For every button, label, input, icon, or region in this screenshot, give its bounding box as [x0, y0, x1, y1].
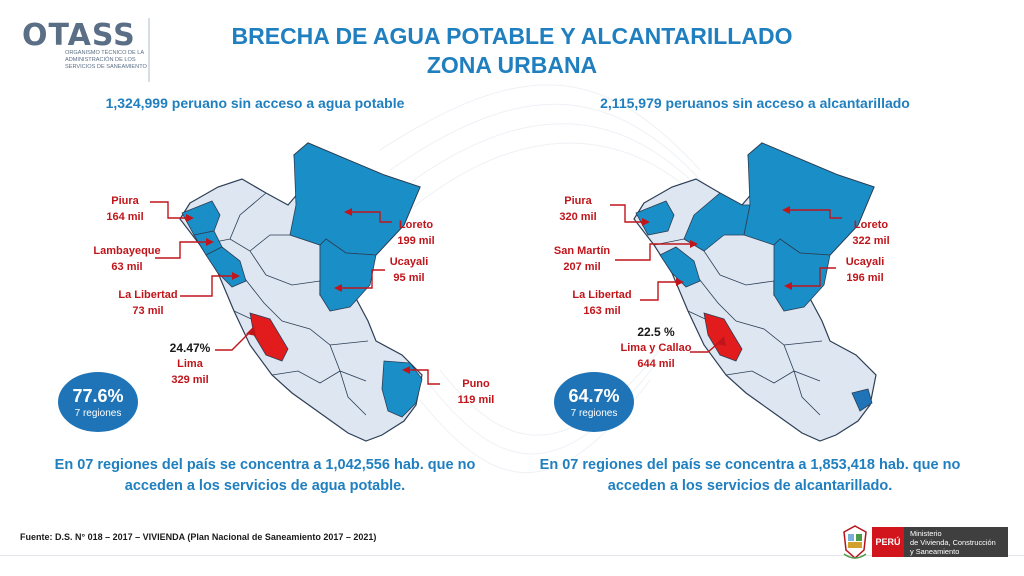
label-name: Puno [462, 378, 490, 390]
label-value: 164 mil [106, 211, 144, 223]
coat-of-arms-icon [843, 525, 867, 560]
label-name: San Martín [553, 245, 611, 257]
page-title: BRECHA DE AGUA POTABLE Y ALCANTARILLADO [231, 23, 793, 49]
label-value: 329 mil [171, 374, 209, 386]
page-subtitle: ZONA URBANA [426, 52, 598, 78]
badge-percent: 77.6% [72, 385, 124, 406]
label-ucayali: Ucayali 95 mil [378, 254, 440, 286]
label-name: Piura [111, 195, 139, 207]
label-lambayeque: Lambayeque 63 mil [85, 243, 169, 275]
government-logo: PERÚ Ministerio de Vivienda, Construcció… [842, 524, 1012, 562]
logo-wordmark: OTASS [22, 18, 136, 53]
region-puno [851, 388, 873, 412]
lima-percent: 22.5 % [637, 325, 675, 339]
label-value: 320 mil [559, 211, 597, 223]
label-name: Lima [177, 358, 203, 370]
ministry-line: de Vivienda, Construcción [910, 538, 996, 547]
right-peru-map [633, 142, 877, 442]
label-value: 63 mil [111, 261, 143, 273]
left-summary-note: En 07 regiones del país se concentra a 1… [30, 455, 500, 497]
label-name: Loreto [853, 219, 889, 231]
label-name: Ucayali [389, 256, 429, 268]
label-name: Lambayeque [93, 245, 161, 257]
note-line: acceden a los servicios de alcantarillad… [607, 478, 893, 494]
label-la-libertad: La Libertad 73 mil [108, 287, 188, 319]
region-piura [635, 200, 675, 236]
label-value: 207 mil [563, 261, 601, 273]
peru-label: PERÚ [872, 527, 904, 557]
note-line: acceden a los servicios de agua potable. [124, 478, 406, 494]
label-value: 95 mil [393, 272, 425, 284]
label-puno: Puno 119 mil [446, 376, 506, 408]
logo-divider [148, 18, 150, 82]
left-map-subtitle: 1,324,999 peruano sin acceso a agua pota… [105, 95, 405, 111]
label-value: 196 mil [846, 272, 884, 284]
label-loreto: Loreto 322 mil [840, 217, 902, 249]
region-piura [181, 200, 221, 236]
label-piura: Piura 164 mil [90, 193, 160, 225]
label-name: La Libertad [118, 289, 178, 301]
label-name: Piura [564, 195, 592, 207]
source-citation: Fuente: D.S. N° 018 – 2017 – VIVIENDA (P… [20, 532, 377, 542]
label-lima: 24.47% Lima 329 mil [158, 340, 222, 388]
badge-caption: 7 regiones [74, 407, 122, 419]
label-la-libertad: La Libertad 163 mil [562, 287, 642, 319]
label-value: 163 mil [583, 305, 621, 317]
ministry-line: Ministerio [910, 529, 942, 538]
ministry-line: y Saneamiento [910, 547, 960, 556]
label-lima-callao: 22.5 % Lima y Callao 644 mil [614, 324, 698, 372]
lima-percent: 24.47% [169, 341, 211, 355]
left-percent-badge: 77.6% 7 regiones [58, 372, 138, 432]
label-san-martin: San Martín 207 mil [545, 243, 619, 275]
otass-logo: OTASS Organismo Técnico de la Administra… [22, 18, 152, 88]
footer-divider [0, 555, 1024, 556]
label-loreto: Loreto 199 mil [386, 217, 446, 249]
right-map-subtitle: 2,115,979 peruanos sin acceso a alcantar… [600, 95, 910, 111]
label-name: La Libertad [572, 289, 632, 301]
label-ucayali: Ucayali 196 mil [834, 254, 896, 286]
badge-caption: 7 regiones [570, 407, 618, 419]
right-summary-note: En 07 regiones del país se concentra a 1… [515, 455, 985, 497]
label-value: 73 mil [132, 305, 164, 317]
ministry-label: Ministerio de Vivienda, Construcción y S… [904, 527, 1008, 557]
label-name: Ucayali [845, 256, 885, 268]
note-line: En 07 regiones del país se concentra a 1… [539, 457, 961, 473]
left-peru-map [179, 142, 423, 442]
logo-tagline: Organismo Técnico de la Administración d… [65, 50, 147, 70]
label-name: Loreto [398, 219, 434, 231]
badge-percent: 64.7% [568, 385, 620, 406]
note-line: En 07 regiones del país se concentra a 1… [54, 457, 476, 473]
label-value: 644 mil [637, 358, 675, 370]
label-piura: Piura 320 mil [548, 193, 608, 225]
label-value: 322 mil [852, 235, 890, 247]
label-value: 119 mil [457, 394, 495, 406]
right-percent-badge: 64.7% 7 regiones [554, 372, 634, 432]
label-value: 199 mil [397, 235, 435, 247]
label-name: Lima y Callao [620, 342, 692, 354]
